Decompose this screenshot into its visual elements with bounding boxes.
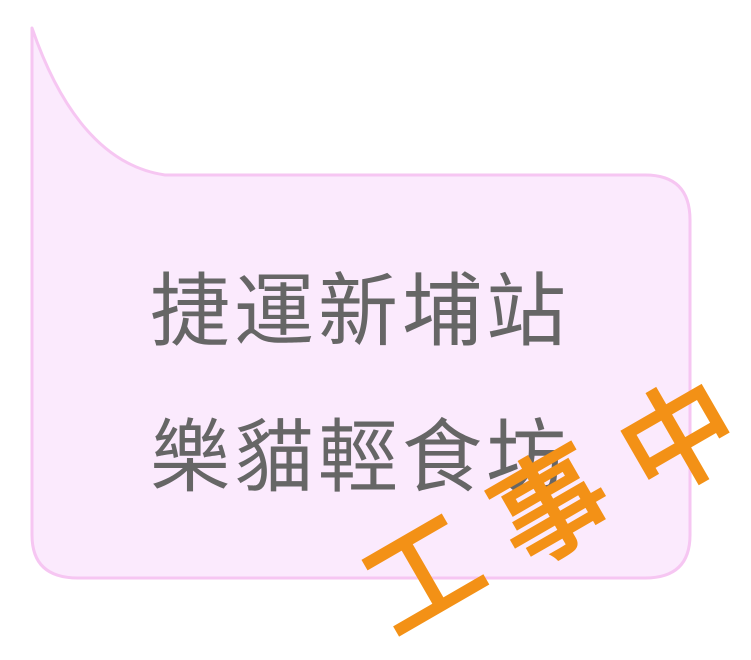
bubble-line-shop: 樂貓輕食坊 [150,411,570,504]
bubble-line-station: 捷運新埔站 [150,265,570,358]
speech-bubble-shape [30,26,692,580]
speech-bubble [30,26,692,580]
